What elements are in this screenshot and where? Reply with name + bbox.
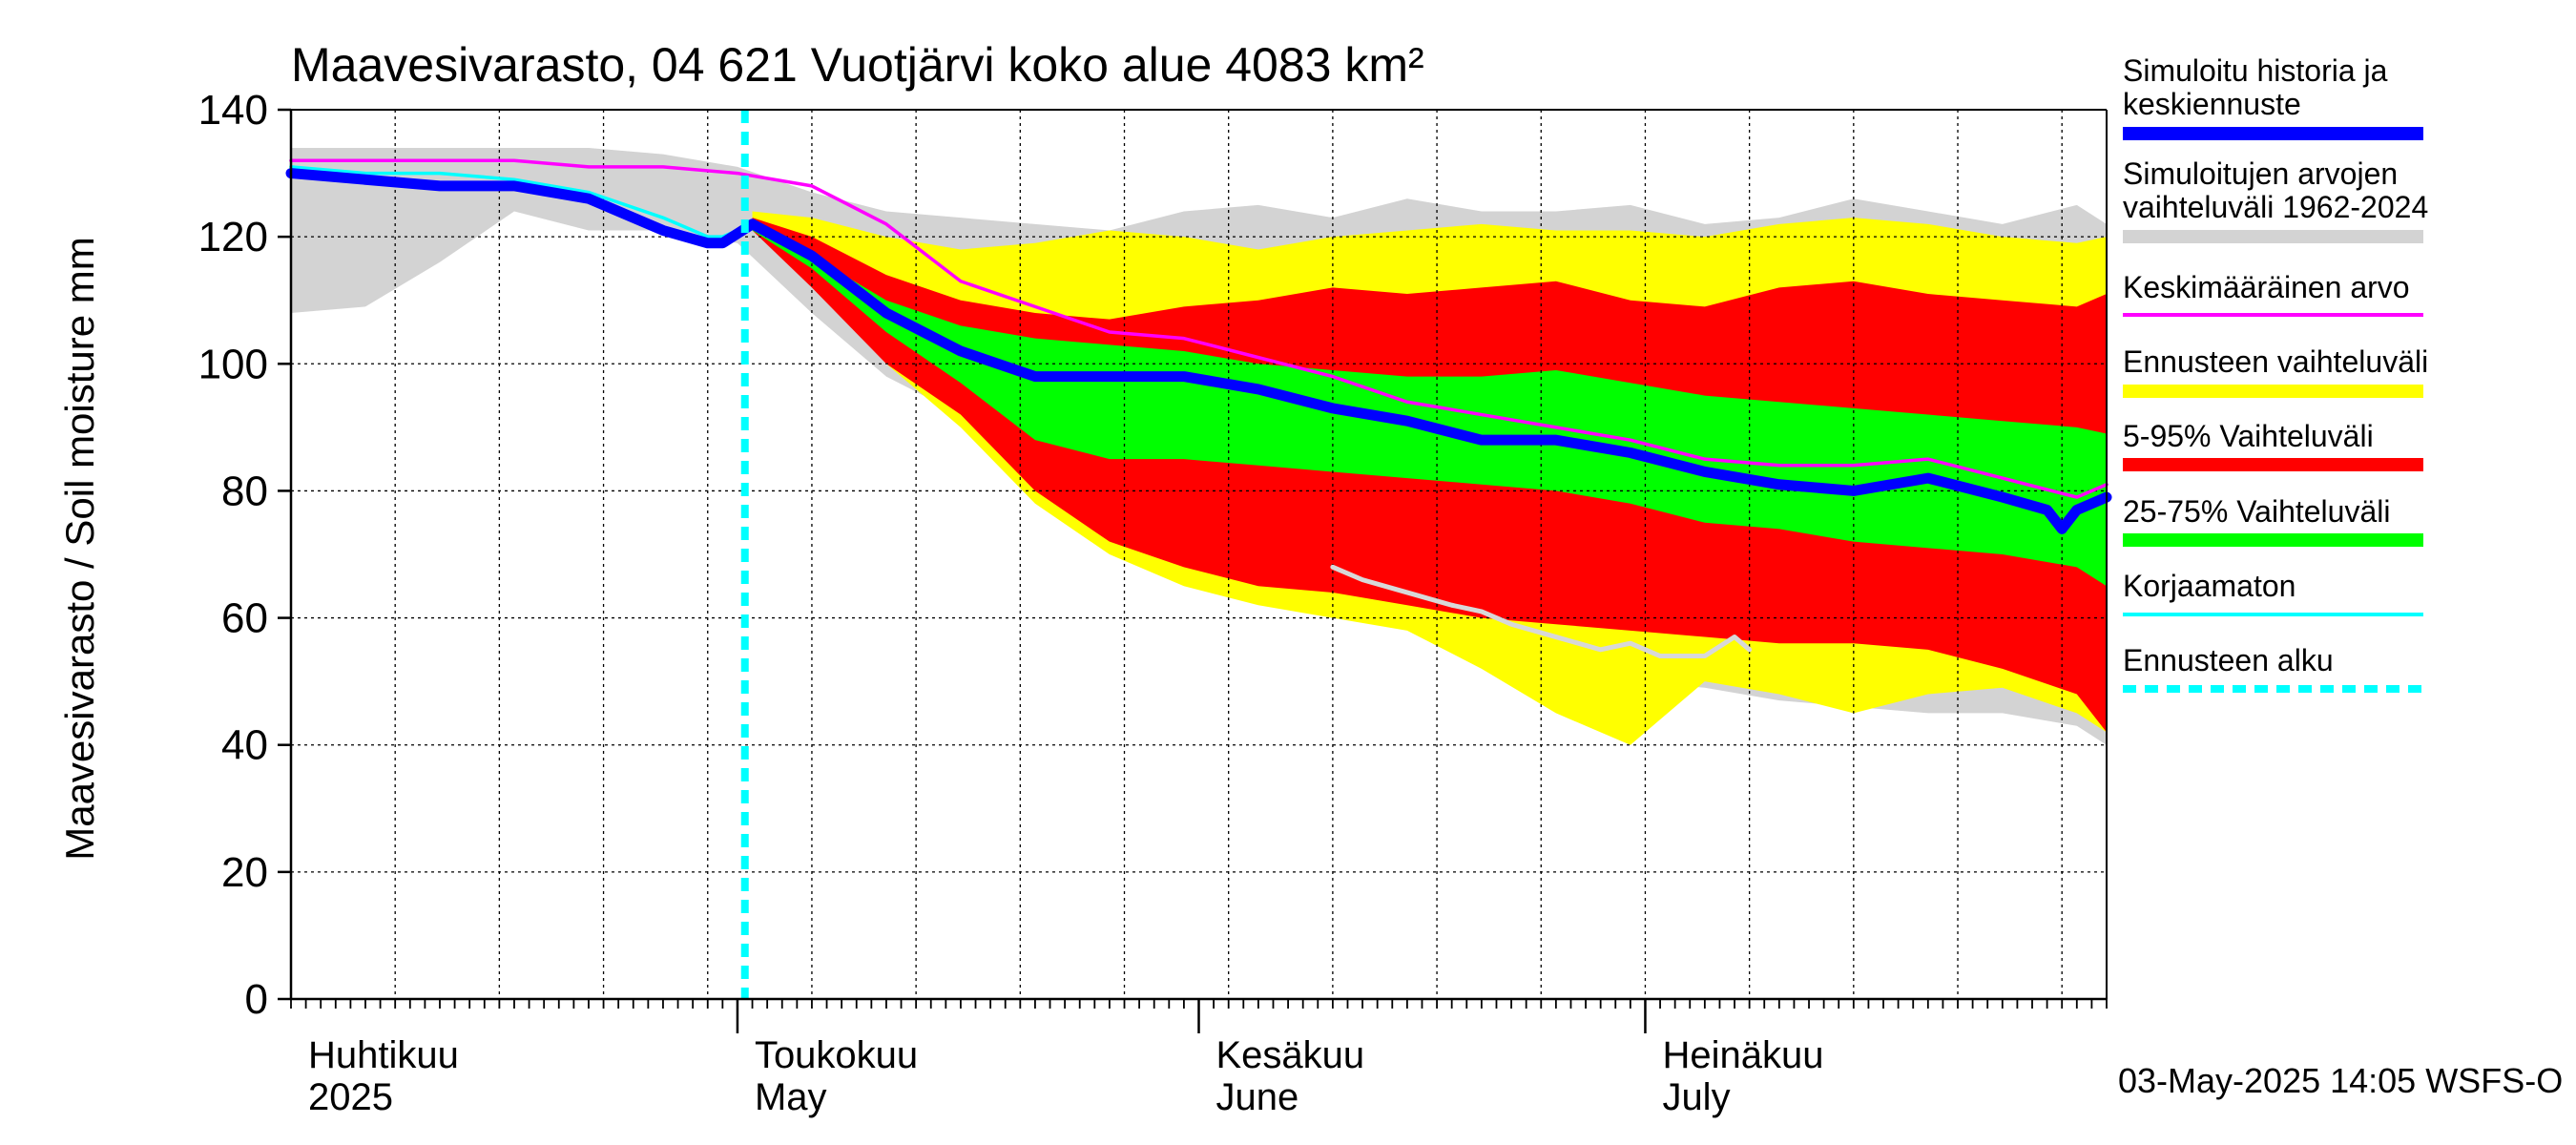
legend-label: vaihteluväli 1962-2024 <box>2123 190 2428 224</box>
y-tick-label: 100 <box>198 341 268 387</box>
y-tick-label: 80 <box>221 468 268 514</box>
uncorrected-low-line <box>1330 564 1753 659</box>
legend-label: Simuloitu historia ja <box>2123 53 2388 88</box>
legend-label: Ennusteen alku <box>2123 643 2334 677</box>
x-month-label-en: June <box>1216 1076 1299 1118</box>
x-month-label-fi: Kesäkuu <box>1216 1034 1365 1076</box>
x-month-label-fi: Toukokuu <box>755 1034 918 1076</box>
chart-title: Maavesivarasto, 04 621 Vuotjärvi koko al… <box>291 38 1424 92</box>
x-month-label-en: July <box>1662 1076 1730 1118</box>
y-tick-label: 0 <box>245 976 268 1023</box>
legend-label: 5-95% Vaihteluväli <box>2123 419 2374 453</box>
x-month-label-fi: Heinäkuu <box>1662 1034 1823 1076</box>
legend-label: 25-75% Vaihteluväli <box>2123 494 2390 529</box>
x-month-label-en: 2025 <box>308 1076 393 1118</box>
legend-label: Ennusteen vaihteluväli <box>2123 344 2428 379</box>
y-tick-label: 40 <box>221 722 268 769</box>
legend-label: Simuloitujen arvojen <box>2123 156 2398 191</box>
y-tick-label: 20 <box>221 849 268 896</box>
legend-label: keskiennuste <box>2123 87 2301 121</box>
y-tick-label: 140 <box>198 87 268 134</box>
mean-line <box>289 158 2109 499</box>
band-layer <box>291 147 2107 745</box>
y-tick-label: 120 <box>198 214 268 260</box>
line-layer <box>285 110 2112 999</box>
x-month-label-en: May <box>755 1076 827 1118</box>
history-forecast-line <box>285 168 2112 534</box>
footer-timestamp: 03-May-2025 14:05 WSFS-O <box>2118 1061 2563 1100</box>
uncorrected-line <box>289 165 739 239</box>
y-tick-label: 60 <box>221 595 268 642</box>
grid-layer <box>291 110 2107 999</box>
y-axis-label: Maavesivarasto / Soil moisture mm <box>57 237 102 861</box>
legend-label: Korjaamaton <box>2123 569 2296 603</box>
legend-label: Keskimääräinen arvo <box>2123 270 2410 304</box>
x-month-label-fi: Huhtikuu <box>308 1034 459 1076</box>
